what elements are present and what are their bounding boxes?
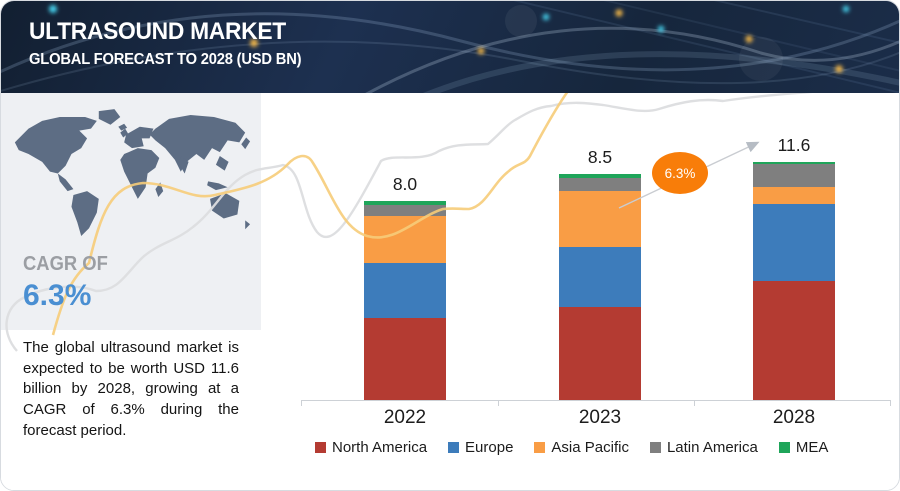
legend-item-asia-pacific: Asia Pacific [534, 439, 629, 456]
x-axis-label-2022: 2022 [383, 407, 427, 428]
cagr-block: CAGR OF 6.3% [23, 253, 115, 313]
bar-segment-europe [364, 263, 446, 318]
legend-label-latin-america: Latin America [666, 439, 758, 456]
bar-total-label-2022: 8.0 [392, 174, 418, 194]
chart-area: 6.3% North America Europe Asia Pacific Lati… [1, 93, 899, 490]
cagr-value: 6.3% [23, 279, 92, 312]
bar-segment-north-america [559, 306, 641, 400]
bar-segment-latin-america [364, 204, 446, 216]
legend-item-latin-america: Latin America [649, 439, 758, 456]
bar-stack-2023 [559, 174, 641, 400]
x-axis [301, 400, 891, 401]
bar-stack-2028 [753, 162, 835, 400]
x-axis-tick [301, 400, 302, 406]
legend-item-north-america: North America [315, 439, 427, 456]
bar-segment-latin-america [559, 178, 641, 192]
legend-item-europe: Europe [448, 439, 513, 456]
legend-label-north-america: North America [332, 439, 428, 456]
legend-label-europe: Europe [465, 439, 514, 456]
bar-stack-2022 [364, 201, 446, 400]
bar-segment-north-america [364, 317, 446, 400]
cagr-label: CAGR OF [23, 253, 108, 275]
bar-segment-asia-pacific [364, 215, 446, 264]
legend-swatch-latin-america [649, 442, 661, 453]
bar-segment-latin-america [753, 164, 835, 187]
legend: North America Europe Asia Pacific Latin Ame… [315, 439, 828, 456]
x-axis-label-2023: 2023 [578, 407, 622, 428]
bar-segment-north-america [753, 281, 835, 400]
legend-label-asia-pacific: Asia Pacific [551, 439, 629, 456]
legend-swatch-asia-pacific [534, 442, 546, 453]
legend-item-mea: MEA [778, 439, 829, 456]
cagr-callout-bubble: 6.3% [652, 152, 708, 194]
bar-segment-asia-pacific [753, 186, 835, 205]
legend-swatch-north-america [315, 442, 326, 453]
bar-segment-asia-pacific [559, 191, 641, 248]
page-subtitle: GLOBAL FORECAST TO 2028 (USD BN) [29, 51, 302, 68]
legend-swatch-europe [448, 442, 460, 453]
content-area: CAGR OF 6.3% The global ultrasound marke… [1, 93, 899, 490]
x-axis-tick [498, 400, 499, 406]
page-title: ULTRASOUND MARKET [29, 18, 286, 45]
x-axis-tick [890, 400, 891, 406]
bar-segment-europe [559, 247, 641, 307]
bar-total-label-2028: 11.6 [777, 135, 811, 155]
x-axis-tick [694, 400, 695, 406]
x-axis-label-2028: 2028 [772, 407, 816, 428]
bar-total-label-2023: 8.5 [587, 147, 613, 167]
legend-label-mea: MEA [795, 439, 829, 456]
bar-segment-europe [753, 204, 835, 281]
legend-swatch-mea [778, 442, 790, 453]
header: ULTRASOUND MARKET GLOBAL FORECAST TO 202… [1, 1, 899, 93]
